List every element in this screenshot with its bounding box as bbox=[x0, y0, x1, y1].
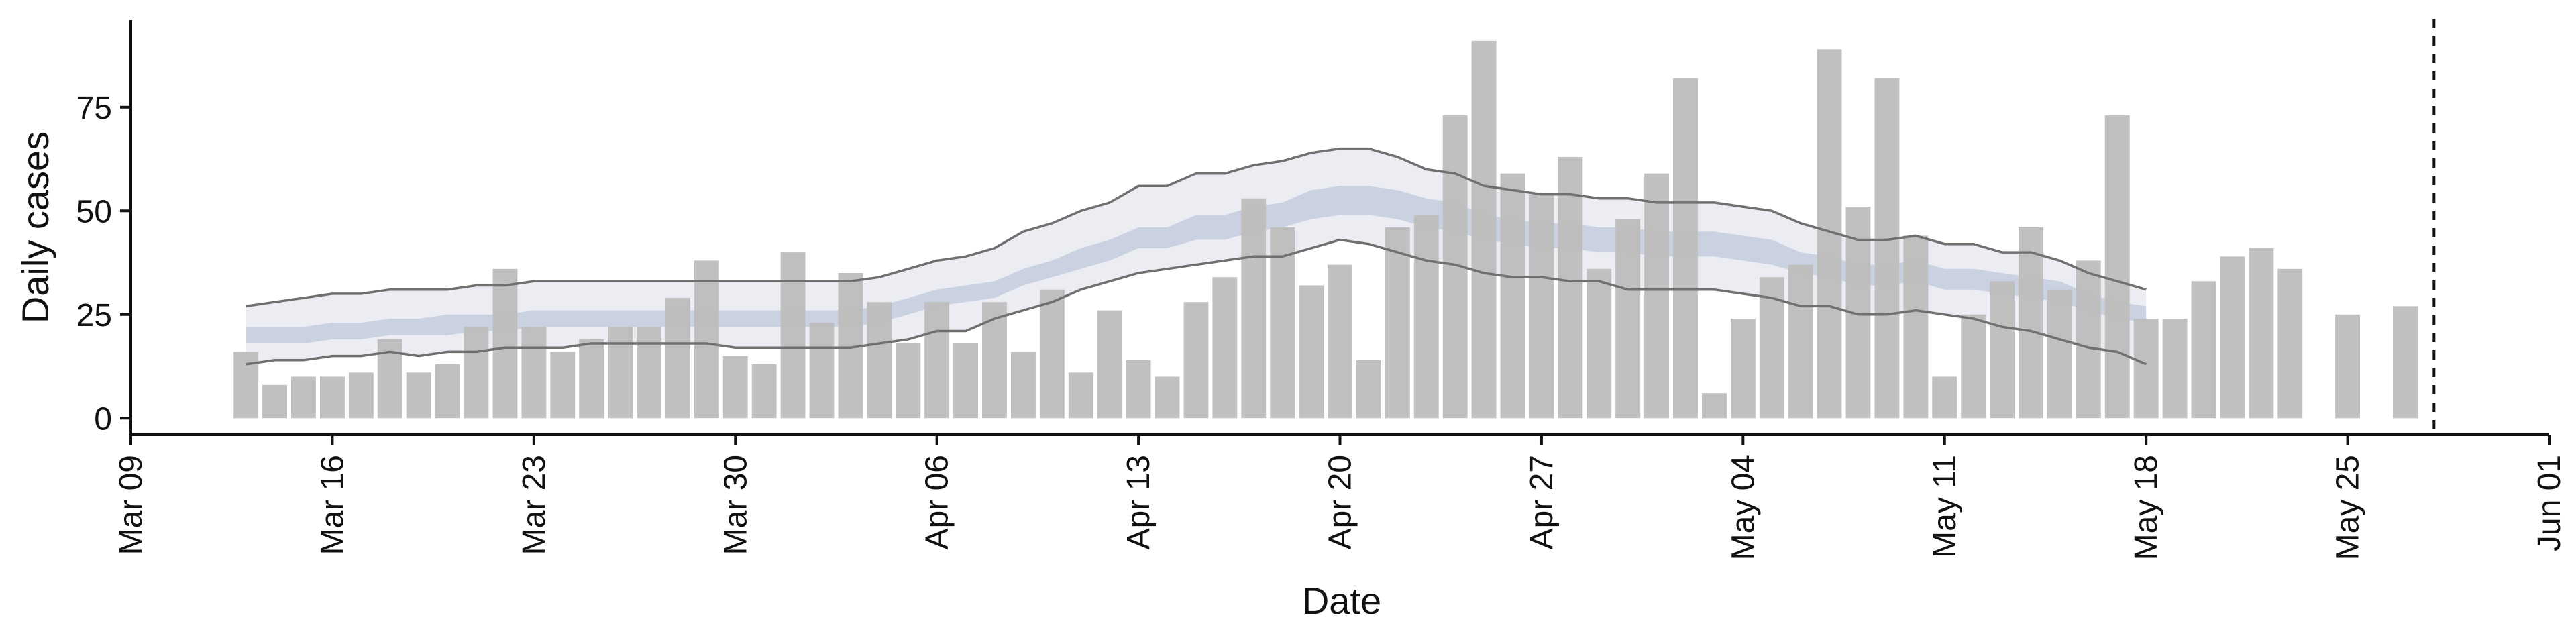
bar bbox=[1903, 235, 1929, 419]
x-tick-label: Apr 20 bbox=[1323, 455, 1358, 549]
bar bbox=[1126, 360, 1151, 419]
bar bbox=[1097, 310, 1122, 419]
x-axis-label: Date bbox=[1302, 580, 1381, 622]
x-tick-label: May 11 bbox=[1927, 455, 1963, 558]
bar bbox=[1068, 372, 1093, 419]
bar bbox=[521, 327, 547, 419]
bar bbox=[1615, 219, 1641, 419]
bar bbox=[809, 323, 835, 419]
x-tick-label: May 18 bbox=[2129, 455, 2164, 560]
bar bbox=[1730, 319, 1756, 419]
bar bbox=[2191, 281, 2216, 419]
bar bbox=[1932, 376, 1957, 419]
bar bbox=[2335, 314, 2360, 419]
bar bbox=[953, 343, 978, 419]
band-inner bbox=[246, 186, 2147, 343]
x-tick-label: May 25 bbox=[2330, 455, 2366, 560]
bar bbox=[867, 302, 892, 419]
bar bbox=[1471, 40, 1497, 419]
x-tick-label: May 04 bbox=[1725, 455, 1761, 560]
y-tick-label: 75 bbox=[76, 91, 112, 126]
bar bbox=[2076, 260, 2101, 419]
bar bbox=[1587, 268, 1612, 419]
bar bbox=[1413, 215, 1439, 419]
x-tick-label: Apr 06 bbox=[920, 455, 955, 549]
bar bbox=[2104, 115, 2130, 419]
bar bbox=[2162, 319, 2188, 419]
bar bbox=[694, 260, 719, 419]
bar bbox=[1558, 156, 1583, 419]
x-tick-label: Apr 13 bbox=[1121, 455, 1157, 549]
bar bbox=[2393, 306, 2418, 419]
bar bbox=[550, 352, 576, 419]
bar bbox=[464, 327, 489, 419]
lower-bound-line bbox=[246, 238, 2147, 366]
bar bbox=[665, 298, 690, 419]
bar bbox=[1961, 314, 1986, 419]
bar bbox=[2133, 319, 2159, 419]
bar bbox=[2249, 248, 2274, 419]
y-tick-label: 0 bbox=[94, 401, 112, 437]
x-tick-label: Apr 27 bbox=[1524, 455, 1560, 549]
bar bbox=[435, 364, 460, 419]
x-tick-label: Mar 23 bbox=[517, 455, 552, 555]
bar bbox=[1241, 198, 1267, 419]
bar bbox=[262, 384, 287, 419]
x-tick-label: Jun 01 bbox=[2532, 455, 2567, 551]
bar bbox=[579, 339, 604, 419]
bar bbox=[1529, 194, 1554, 419]
bar bbox=[1673, 78, 1698, 419]
bar bbox=[348, 372, 374, 419]
bar bbox=[1270, 227, 1295, 419]
bar bbox=[896, 343, 921, 419]
y-ticks: 0 25 50 75 bbox=[76, 91, 131, 437]
bar bbox=[291, 376, 316, 419]
bar bbox=[406, 372, 431, 419]
bar bbox=[1299, 285, 1324, 419]
bar bbox=[637, 327, 661, 419]
y-tick-label: 50 bbox=[76, 194, 112, 229]
bar bbox=[1039, 289, 1065, 419]
bar bbox=[780, 252, 806, 419]
bar bbox=[1990, 281, 2015, 419]
bar bbox=[608, 327, 633, 419]
forecast-bounds bbox=[246, 147, 2147, 366]
bar bbox=[2277, 268, 2303, 419]
bar bbox=[1500, 173, 1525, 419]
bar bbox=[1011, 352, 1036, 419]
bar bbox=[2047, 289, 2072, 419]
bar bbox=[1702, 393, 1727, 419]
x-ticks: Mar 09 Mar 16 Mar 23 Mar 30 Apr 06 Apr 13 Apr … bbox=[113, 435, 2567, 560]
x-tick-label: Mar 30 bbox=[718, 455, 753, 555]
bar bbox=[492, 268, 518, 419]
bar bbox=[1356, 360, 1381, 419]
bar bbox=[1644, 173, 1669, 419]
bar bbox=[2019, 227, 2043, 419]
bar bbox=[1155, 376, 1180, 419]
y-tick-label: 25 bbox=[76, 298, 112, 333]
bar bbox=[751, 364, 777, 419]
bar bbox=[1212, 277, 1238, 419]
bar bbox=[1183, 302, 1209, 419]
upper-bound-line bbox=[246, 147, 2147, 308]
bar bbox=[722, 356, 748, 419]
bar bbox=[1788, 264, 1813, 419]
bar bbox=[924, 302, 950, 419]
x-tick-label: Mar 16 bbox=[315, 455, 350, 555]
bar bbox=[1385, 227, 1410, 419]
y-axis-label: Daily cases bbox=[14, 131, 56, 323]
daily-case-bars bbox=[233, 40, 2418, 419]
bar bbox=[1328, 264, 1352, 419]
bar bbox=[320, 376, 345, 419]
bar bbox=[233, 352, 259, 419]
x-tick-label: Mar 09 bbox=[113, 455, 149, 555]
bar bbox=[1874, 78, 1900, 419]
bar bbox=[2220, 256, 2245, 419]
